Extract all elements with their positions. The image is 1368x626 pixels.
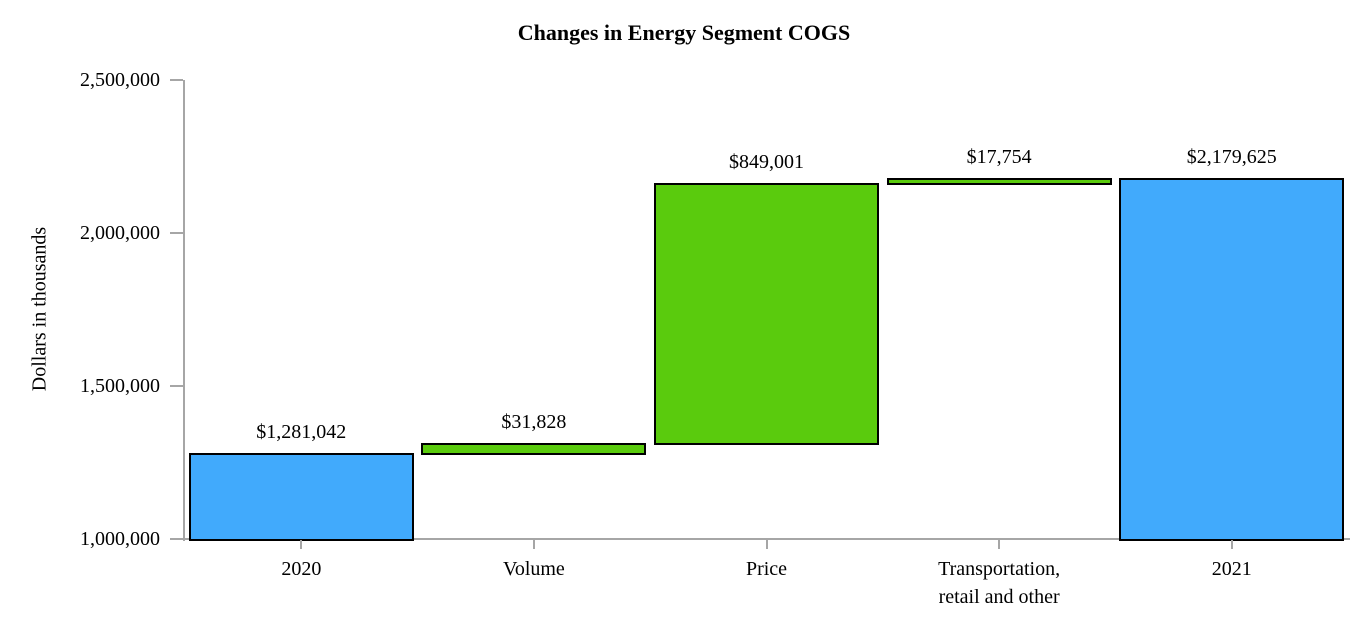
bar-2021 — [1119, 178, 1345, 541]
y-tick-label: 2,500,000 — [80, 69, 160, 91]
x-axis-tick — [1230, 540, 1233, 549]
x-axis-tick — [998, 540, 1001, 549]
y-tick-label: 1,000,000 — [80, 528, 160, 550]
x-tick-label: Volume — [502, 558, 565, 580]
x-tick-label: Price — [745, 558, 788, 580]
y-axis-tick — [170, 232, 183, 234]
x-axis-tick — [765, 540, 768, 549]
x-tick-label: Transportation, retail and other — [938, 558, 1061, 608]
plot-area: 1,000,000 1,500,000 2,000,000 2,500,000 $1,2… — [80, 69, 1350, 608]
bar-2020 — [188, 453, 414, 541]
bar-price — [654, 183, 879, 446]
chart-title: Changes in Energy Segment COGS — [517, 20, 851, 45]
x-axis-tick — [532, 540, 535, 549]
bar-value-label: $849,001 — [729, 151, 804, 174]
bar-value-label: $1,281,042 — [256, 421, 347, 443]
y-axis-tick — [170, 538, 183, 540]
y-axis-line — [183, 80, 185, 541]
x-tick-label: 2021 — [1211, 558, 1252, 580]
bar-volume — [421, 443, 647, 455]
bar-transportation- — [886, 178, 1112, 186]
y-tick-label: 2,000,000 — [80, 222, 160, 244]
bar-value-label: $17,754 — [966, 146, 1032, 169]
x-axis-tick — [300, 540, 303, 549]
x-tick-label: 2020 — [281, 558, 322, 580]
y-axis-tick — [170, 385, 183, 387]
y-axis-tick — [170, 79, 183, 81]
bar-value-label: $2,179,625 — [1186, 146, 1277, 169]
y-axis-title: Dollars in thousands — [28, 226, 51, 392]
y-tick-label: 1,500,000 — [80, 375, 160, 397]
bar-value-label: $31,828 — [501, 411, 567, 434]
x-axis-line — [170, 538, 1350, 540]
